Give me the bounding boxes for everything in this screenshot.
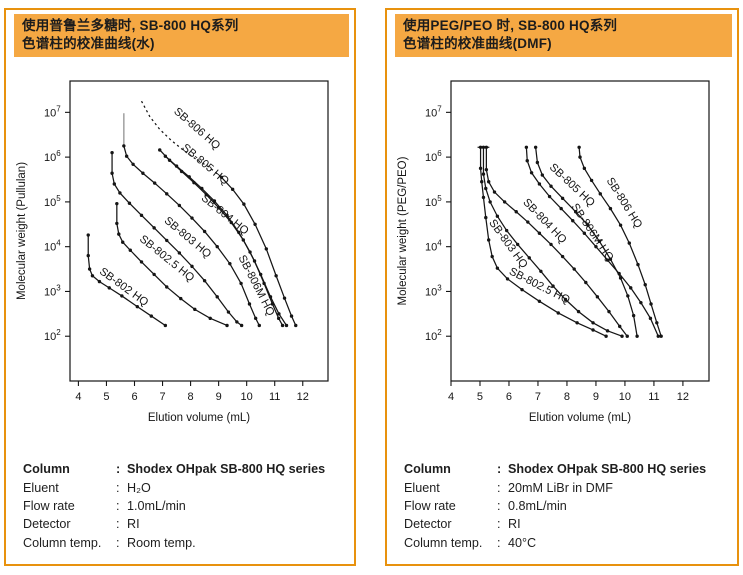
spec-label: Flow rate	[23, 498, 75, 513]
svg-text:102: 102	[425, 328, 442, 343]
spec-table-water: Column: Shodex OHpak SB-800 HQ series Elu…	[23, 460, 350, 552]
spec-separator: :	[497, 535, 501, 550]
spec-value: 1.0mL/min	[127, 498, 186, 513]
svg-text:103: 103	[44, 283, 61, 298]
svg-text:SB-806 HQ: SB-806 HQ	[604, 175, 645, 230]
spec-label: Column	[23, 462, 70, 477]
svg-text:Molecular weight (PEG/PEO): Molecular weight (PEG/PEO)	[397, 156, 409, 305]
svg-text:105: 105	[425, 194, 442, 209]
spec-separator: :	[497, 462, 502, 477]
panel-water-header-line2: 色谱柱的校准曲线(水)	[22, 35, 155, 51]
spec-label: Column temp.	[404, 535, 483, 550]
spec-row-eluent: Eluent:20mM LiBr in DMF	[404, 479, 733, 497]
spec-row-detector: Detector: RI	[404, 515, 733, 533]
svg-text:106: 106	[425, 149, 442, 164]
spec-row-column-temp: Column temp.:40°C	[404, 534, 733, 552]
spec-value: Room temp.	[127, 535, 196, 550]
panel-dmf-calibration: 使用PEG/PEO 时, SB-800 HQ系列 色谱柱的校准曲线(DMF) 4…	[385, 8, 739, 566]
spec-separator: :	[116, 462, 121, 477]
svg-text:Elution volume (mL): Elution volume (mL)	[148, 412, 250, 424]
spec-row-eluent: Eluent: H₂O	[23, 479, 350, 497]
svg-text:11: 11	[269, 391, 280, 403]
calibration-chart-water: 4 5 6 7 8 9 10 11 12 Elution volume (mL) 102 103 104…	[16, 80, 329, 424]
panel-dmf-header: 使用PEG/PEO 时, SB-800 HQ系列 色谱柱的校准曲线(DMF)	[395, 14, 732, 57]
svg-text:104: 104	[425, 238, 442, 253]
svg-text:10: 10	[241, 391, 253, 403]
svg-text:6: 6	[131, 391, 137, 403]
svg-text:103: 103	[425, 283, 442, 298]
spec-value: Shodex OHpak SB-800 HQ series	[127, 462, 326, 477]
spec-value: Shodex OHpak SB-800 HQ series	[508, 462, 707, 477]
spec-value: 40°C	[508, 535, 537, 550]
svg-text:7: 7	[159, 391, 165, 403]
svg-text:9: 9	[216, 391, 222, 403]
spec-value: H₂O	[127, 480, 151, 495]
svg-text:105: 105	[44, 194, 61, 209]
spec-value: RI	[508, 517, 521, 532]
svg-text:106: 106	[44, 149, 61, 164]
spec-separator: :	[497, 498, 501, 513]
panel-water-calibration: 使用普鲁兰多糖时, SB-800 HQ系列 色谱柱的校准曲线(水) 4 5 6 7 8 9…	[4, 8, 356, 566]
svg-text:SB-806 HQ: SB-806 HQ	[171, 105, 222, 152]
svg-text:SB-805 HQ: SB-805 HQ	[179, 141, 231, 187]
spec-row-column: Column: Shodex OHpak SB-800 HQ series	[23, 460, 350, 478]
svg-text:8: 8	[188, 391, 194, 403]
svg-text:5: 5	[103, 391, 109, 403]
spec-separator: :	[116, 480, 120, 495]
svg-text:4: 4	[75, 391, 81, 403]
svg-text:SB-803 HQ: SB-803 HQ	[486, 217, 530, 271]
spec-label: Eluent	[23, 480, 59, 495]
panel-dmf-header-line2: 色谱柱的校准曲线(DMF)	[403, 35, 552, 51]
spec-label: Column temp.	[23, 535, 102, 550]
spec-separator: :	[116, 535, 120, 550]
spec-row-detector: Detector: RI	[23, 515, 350, 533]
svg-text:104: 104	[44, 238, 61, 253]
svg-text:SB-806M HQ: SB-806M HQ	[568, 201, 615, 263]
svg-text:102: 102	[44, 328, 61, 343]
svg-text:Molecular weight (Pullulan): Molecular weight (Pullulan)	[16, 161, 28, 299]
spec-label: Flow rate	[404, 498, 456, 513]
svg-text:8: 8	[564, 391, 570, 403]
spec-label: Eluent	[404, 480, 440, 495]
svg-text:7: 7	[535, 391, 541, 403]
svg-text:107: 107	[44, 104, 61, 119]
spec-row-column: Column: Shodex OHpak SB-800 HQ series	[404, 460, 733, 478]
svg-text:5: 5	[477, 391, 483, 403]
svg-text:12: 12	[677, 391, 689, 403]
panel-water-header-line1: 使用普鲁兰多糖时, SB-800 HQ系列	[22, 18, 239, 33]
spec-separator: :	[116, 498, 120, 513]
svg-text:SB-802 HQ: SB-802 HQ	[97, 265, 151, 309]
spec-row-flow-rate: Flow rate:1.0mL/min	[23, 497, 350, 515]
panel-water-header: 使用普鲁兰多糖时, SB-800 HQ系列 色谱柱的校准曲线(水)	[14, 14, 349, 57]
spec-table-dmf: Column: Shodex OHpak SB-800 HQ series Elu…	[404, 460, 733, 552]
svg-text:9: 9	[593, 391, 599, 403]
spec-row-column-temp: Column temp.: Room temp.	[23, 534, 350, 552]
spec-separator: :	[497, 517, 501, 532]
svg-text:12: 12	[297, 391, 309, 403]
svg-text:10: 10	[619, 391, 631, 403]
spec-value: 0.8mL/min	[508, 498, 567, 513]
svg-text:107: 107	[425, 104, 442, 119]
spec-value: 20mM LiBr in DMF	[508, 480, 613, 495]
spec-label: Detector	[23, 517, 71, 532]
spec-label: Column	[404, 462, 451, 477]
svg-text:Elution volume (mL): Elution volume (mL)	[529, 412, 631, 424]
svg-text:6: 6	[506, 391, 512, 403]
spec-label: Detector	[404, 517, 452, 532]
svg-text:11: 11	[648, 391, 659, 403]
spec-separator: :	[497, 480, 501, 495]
spec-row-flow-rate: Flow rate:0.8mL/min	[404, 497, 733, 515]
svg-text:4: 4	[448, 391, 454, 403]
spec-value: RI	[127, 517, 140, 532]
panel-dmf-header-line1: 使用PEG/PEO 时, SB-800 HQ系列	[403, 18, 618, 33]
calibration-chart-dmf: 4 5 6 7 8 9 10 11 12 Elution volume (mL) 102 103 104…	[397, 80, 710, 424]
spec-separator: :	[116, 517, 120, 532]
